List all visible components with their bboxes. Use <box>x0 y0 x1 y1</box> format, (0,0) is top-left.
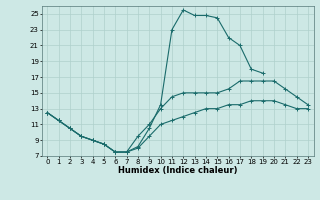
X-axis label: Humidex (Indice chaleur): Humidex (Indice chaleur) <box>118 166 237 175</box>
